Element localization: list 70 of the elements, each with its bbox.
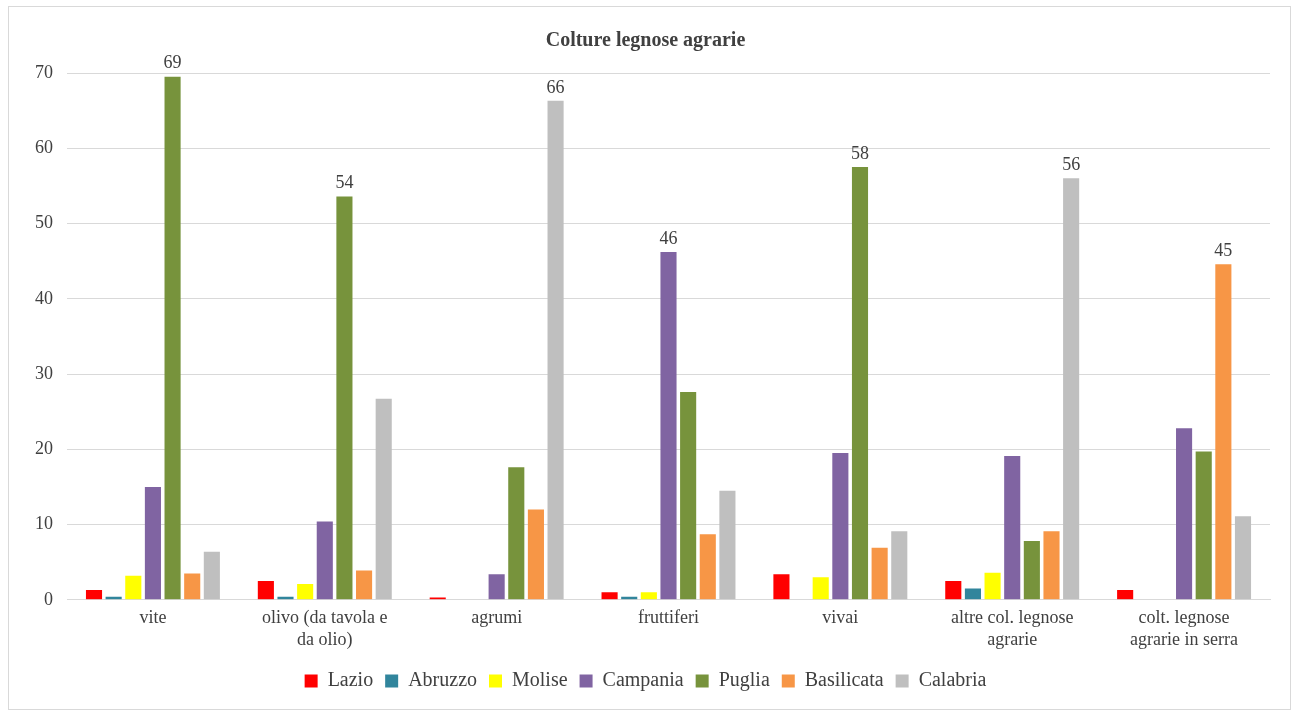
y-tick-label: 50 <box>35 212 53 233</box>
y-tick-label: 20 <box>35 438 53 459</box>
legend-label: Campania <box>602 668 684 692</box>
data-label: 58 <box>851 142 869 163</box>
x-tick-label: agrumi <box>471 607 523 628</box>
data-label: 56 <box>1062 154 1081 175</box>
x-tick-label: olivo (da tavola e da olio) <box>262 607 388 650</box>
y-tick-label: 40 <box>35 287 53 308</box>
x-tick-label: vite <box>139 607 167 628</box>
legend-label: Calabria <box>918 668 987 691</box>
bar <box>812 577 829 600</box>
chart-title: Colture legnose agrarie <box>545 28 746 52</box>
data-label: 54 <box>335 172 354 193</box>
bar <box>660 252 677 600</box>
bar <box>1215 264 1232 600</box>
data-label: 66 <box>546 76 565 97</box>
x-tick-label: vivai <box>822 607 859 628</box>
bar <box>871 547 888 600</box>
bar <box>203 551 220 600</box>
bar <box>184 573 201 600</box>
bar <box>1043 531 1060 600</box>
bar <box>773 574 790 600</box>
bar <box>144 486 161 600</box>
legend-label: Puglia <box>718 668 770 692</box>
y-tick-label: 70 <box>35 61 53 82</box>
legend-label: Molise <box>512 668 568 691</box>
bar <box>527 509 544 600</box>
bar <box>85 590 103 600</box>
bar <box>1004 456 1021 600</box>
bar <box>297 584 314 600</box>
bar <box>125 575 142 600</box>
y-tick-label: 60 <box>35 136 53 157</box>
data-label: 45 <box>1214 239 1233 260</box>
legend-label: Abruzzo <box>408 668 478 691</box>
legend-label: Lazio <box>327 668 374 691</box>
bar <box>1195 451 1212 600</box>
bar <box>699 534 716 600</box>
bar <box>640 592 657 600</box>
bar <box>375 398 392 600</box>
bar <box>356 570 373 600</box>
x-tick-label: fruttiferi <box>638 607 699 628</box>
bar <box>164 76 181 600</box>
bar <box>336 196 353 600</box>
bar <box>488 574 505 600</box>
bar <box>851 167 869 600</box>
bar <box>945 580 962 600</box>
bar <box>984 572 1001 600</box>
bar <box>891 531 908 600</box>
legend-label: Basilicata <box>804 668 884 691</box>
bar <box>257 580 274 600</box>
data-label: 69 <box>163 52 182 73</box>
x-tick-label: altre col. legnose agrarie <box>950 607 1074 649</box>
bar <box>1176 428 1193 600</box>
y-tick-label: 10 <box>35 513 53 534</box>
bar <box>832 453 849 600</box>
bar <box>680 392 697 600</box>
y-tick-label: 0 <box>44 588 53 609</box>
data-label: 46 <box>659 227 678 248</box>
y-tick-label: 30 <box>35 362 53 383</box>
bar <box>1234 516 1252 600</box>
bar <box>964 588 981 600</box>
bar <box>719 490 736 600</box>
x-tick-label: colt. legnose agrarie in serra <box>1130 607 1239 649</box>
bar <box>547 100 564 600</box>
bar <box>601 592 618 600</box>
bar <box>1023 541 1040 600</box>
bar <box>1063 178 1080 600</box>
bar <box>316 521 333 600</box>
bar <box>508 467 525 600</box>
bar <box>1117 590 1134 600</box>
